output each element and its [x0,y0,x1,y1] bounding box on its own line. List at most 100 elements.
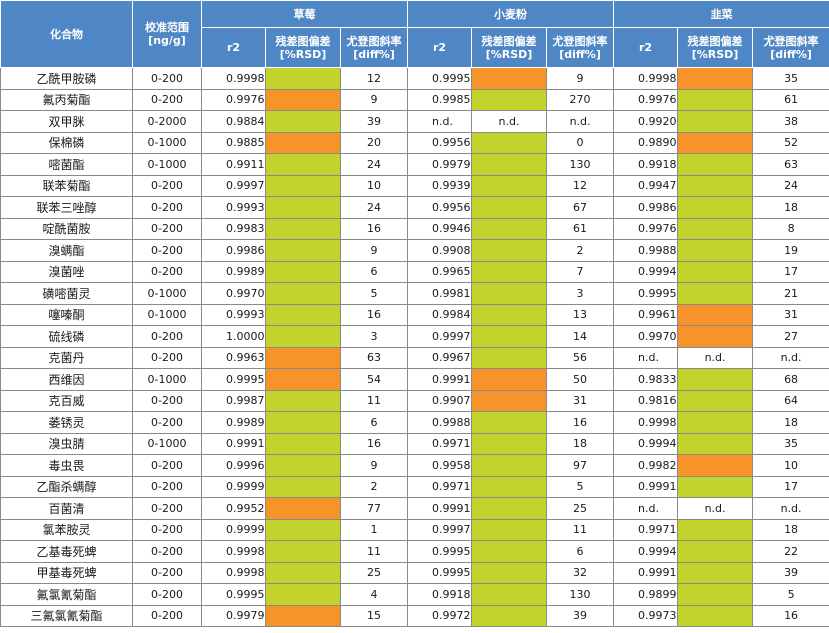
r2-value: 0.9816 [613,389,679,412]
residual-pass-cell [677,411,754,434]
residual-pass-cell [471,561,548,584]
residual-pass-cell [471,239,548,262]
residual-pass-cell [265,432,341,455]
table-row: 保棉磷 0-1000 0.9885 20 0.9956 0 0.9890 52 [0,131,829,154]
compound-name: 溴螨酯 [0,239,133,262]
youden-slope-value: 18 [546,432,615,455]
residual-pass-cell [677,583,754,606]
youden-slope-value: 39 [752,561,829,584]
r2-value: 0.9999 [201,518,266,541]
r2-value: 0.9963 [201,346,266,369]
compound-name: 硫线磷 [0,325,133,348]
youden-slope-value: 17 [752,260,829,283]
youden-slope-value: 19 [752,239,829,262]
youden-slope-value: 5 [339,282,409,305]
compound-name: 乙基毒死蜱 [0,540,133,563]
residual-pass-cell [265,260,341,283]
table-row: 西维因 0-1000 0.9995 54 0.9991 50 0.9833 68 [0,368,829,391]
table-row: 乙基毒死蜱 0-200 0.9998 11 0.9995 6 0.9994 22 [0,540,829,563]
compound-name: 联苯菊酯 [0,174,133,197]
youden-slope-value: 18 [752,518,829,541]
r2-value: 0.9918 [407,583,473,606]
calibration-range: 0-1000 [132,131,202,154]
youden-slope-value: 21 [752,282,829,305]
youden-slope-value: 17 [752,475,829,498]
residual-fail-cell [471,389,548,412]
compound-name: 氯苯胺灵 [0,518,133,541]
header-group-wheat-flour: 小麦粉 [407,0,615,28]
table-row: 三氟氯氰菊酯 0-200 0.9979 15 0.9972 39 0.9973 16 [0,604,829,627]
compound-name: 氟丙菊酯 [0,88,133,111]
r2-value: 0.9970 [201,282,266,305]
youden-slope-value: 68 [752,368,829,391]
table-row: 氟丙菊酯 0-200 0.9976 9 0.9985 270 0.9976 61 [0,88,829,111]
youden-slope-value: 39 [546,604,615,627]
youden-slope-value: 16 [339,217,409,240]
youden-slope-value: 9 [339,454,409,477]
residual-pass-cell [471,174,548,197]
compound-name: 保棉磷 [0,131,133,154]
residual-pass-cell [677,174,754,197]
r2-value: 0.9981 [407,282,473,305]
youden-slope-value: 6 [339,411,409,434]
table-row: 噻嗪酮 0-1000 0.9993 16 0.9984 13 0.9961 31 [0,303,829,326]
r2-value: 0.9971 [407,475,473,498]
residual-pass-cell [265,561,341,584]
residual-pass-cell [471,454,548,477]
residual-pass-cell [265,475,341,498]
calibration-range: 0-1000 [132,303,202,326]
residual-pass-cell [265,454,341,477]
calibration-range: 0-1000 [132,368,202,391]
residual-pass-cell [471,131,548,154]
residual-pass-cell [677,540,754,563]
compound-name: 萎锈灵 [0,411,133,434]
r2-value: 0.9997 [407,518,473,541]
youden-slope-value: 50 [546,368,615,391]
youden-slope-value: 67 [546,196,615,219]
youden-slope-value: 11 [339,389,409,412]
r2-value: 0.9995 [613,282,679,305]
youden-slope-value: 4 [339,583,409,606]
header-compound: 化合物 [0,0,133,68]
residual-pass-cell [677,368,754,391]
subheader-r2: r2 [201,27,266,68]
youden-slope-value: 0 [546,131,615,154]
compound-name: 百菌清 [0,497,133,520]
subheader-r2: r2 [613,27,679,68]
compound-name: 克菌丹 [0,346,133,369]
residual-pass-cell [471,411,548,434]
youden-slope-value: 24 [339,196,409,219]
calibration-range: 0-2000 [132,110,202,133]
youden-slope-value: 20 [339,131,409,154]
calibration-range: 0-200 [132,583,202,606]
calibration-range: 0-200 [132,497,202,520]
subheader-residual-rsd: 残差图偏差 [%RSD] [677,27,754,68]
youden-slope-value: 63 [752,153,829,176]
residual-pass-cell [471,303,548,326]
r2-value: 0.9884 [201,110,266,133]
residual-pass-cell [677,110,754,133]
residual-fail-cell [265,88,341,111]
youden-slope-value: 14 [546,325,615,348]
r2-value: 0.9973 [613,604,679,627]
calibration-range: 0-200 [132,411,202,434]
youden-slope-value: 22 [752,540,829,563]
r2-value: n.d. [613,346,679,369]
youden-slope-value: 63 [339,346,409,369]
youden-slope-value: 25 [546,497,615,520]
residual-fail-cell [265,604,341,627]
r2-value: 0.9988 [613,239,679,262]
r2-value: 1.0000 [201,325,266,348]
youden-slope-value: 16 [752,604,829,627]
compound-name: 西维因 [0,368,133,391]
youden-slope-value: 9 [339,88,409,111]
youden-slope-value: 6 [339,260,409,283]
residual-pass-cell [265,110,341,133]
r2-value: 0.9918 [613,153,679,176]
youden-slope-value: n.d. [752,497,829,520]
r2-value: 0.9991 [613,475,679,498]
table-row: 甲基毒死蜱 0-200 0.9998 25 0.9995 32 0.9991 39 [0,561,829,584]
compound-name: 氟氯氰菊酯 [0,583,133,606]
youden-slope-value: 16 [546,411,615,434]
residual-pass-cell [471,432,548,455]
